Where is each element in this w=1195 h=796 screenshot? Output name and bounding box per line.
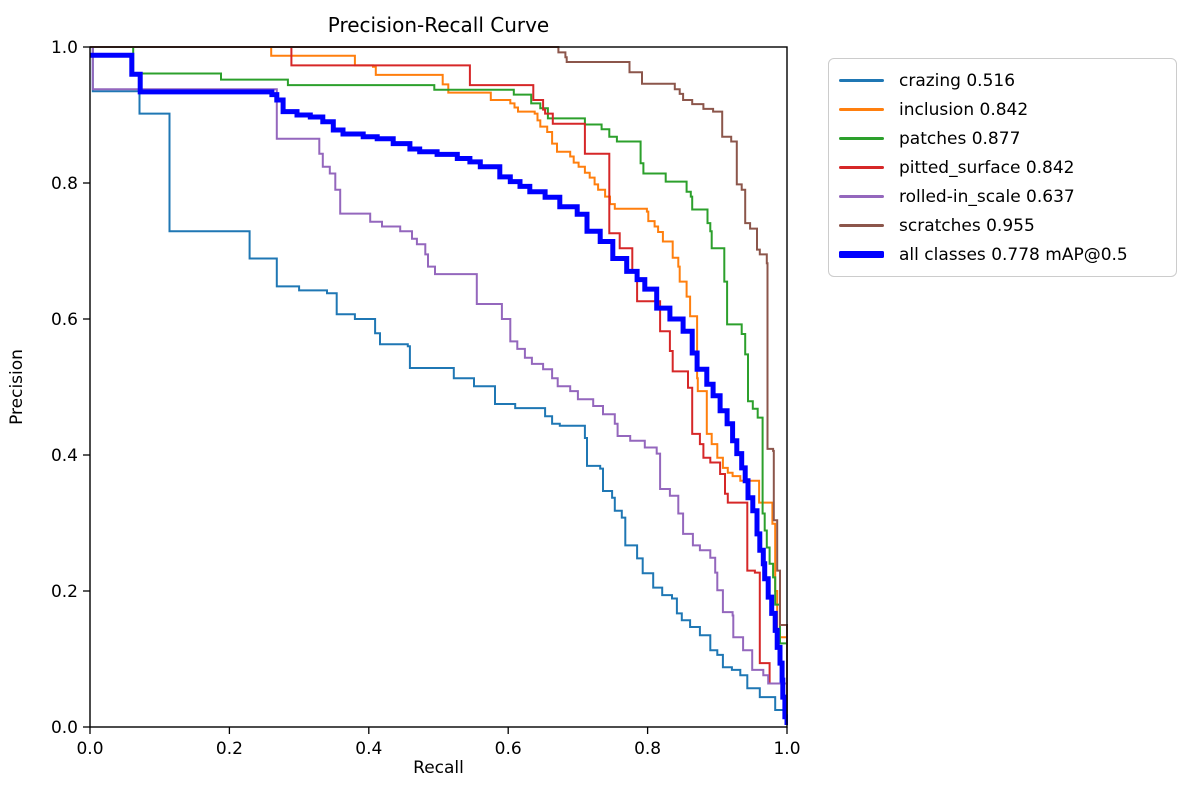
x-tick-label: 0.8 <box>634 739 661 759</box>
x-tick-label: 0.4 <box>355 739 382 759</box>
series-pitted_surface-line <box>90 46 788 725</box>
x-tick-label: 0.6 <box>495 739 522 759</box>
legend-label: all classes 0.778 mAP@0.5 <box>899 244 1128 265</box>
legend-line-sample <box>839 224 884 227</box>
series-patches-line <box>90 46 788 725</box>
chart-title: Precision-Recall Curve <box>327 13 550 37</box>
series-inclusion-line <box>90 46 788 725</box>
y-tick-label: 0.0 <box>51 718 78 738</box>
y-tick-label: 0.6 <box>51 310 78 330</box>
legend-label: patches 0.877 <box>899 128 1021 149</box>
legend-item-pitted_surface: pitted_surface 0.842 <box>839 153 1166 182</box>
legend-label: inclusion 0.842 <box>899 99 1029 120</box>
legend-item-inclusion: inclusion 0.842 <box>839 95 1166 124</box>
legend-item-scratches: scratches 0.955 <box>839 211 1166 240</box>
legend-item-crazing: crazing 0.516 <box>839 66 1166 95</box>
y-tick-label: 0.2 <box>51 582 78 602</box>
legend-line-sample <box>839 195 884 198</box>
legend-box: crazing 0.516 inclusion 0.842 patches 0.87… <box>828 58 1177 277</box>
y-tick-label: 0.8 <box>51 174 78 194</box>
legend-label: pitted_surface 0.842 <box>899 157 1075 178</box>
x-tick-label: 0.0 <box>76 739 103 759</box>
plot-area <box>89 46 788 728</box>
series-all-classes-line <box>90 52 788 725</box>
legend-line-sample <box>839 79 884 82</box>
legend-label: rolled-in_scale 0.637 <box>899 186 1075 207</box>
x-tick-label: 1.0 <box>773 739 800 759</box>
legend-line-sample <box>839 166 884 169</box>
legend-line-sample <box>839 251 884 258</box>
legend-item-rolled-in_scale: rolled-in_scale 0.637 <box>839 182 1166 211</box>
x-axis-label: Recall <box>413 758 464 778</box>
legend-label: scratches 0.955 <box>899 215 1035 236</box>
legend-line-sample <box>839 108 884 111</box>
series-crazing-line <box>90 46 788 725</box>
series-scratches-line <box>90 46 788 725</box>
legend-label: crazing 0.516 <box>899 70 1016 91</box>
legend-item-all-classes: all classes 0.778 mAP@0.5 <box>839 240 1166 269</box>
legend-line-sample <box>839 137 884 140</box>
legend-item-patches: patches 0.877 <box>839 124 1166 153</box>
y-tick-label: 0.4 <box>51 446 78 466</box>
series-rolled-in_scale-line <box>90 46 788 725</box>
x-tick-label: 0.2 <box>216 739 243 759</box>
y-tick-label: 1.0 <box>51 38 78 58</box>
